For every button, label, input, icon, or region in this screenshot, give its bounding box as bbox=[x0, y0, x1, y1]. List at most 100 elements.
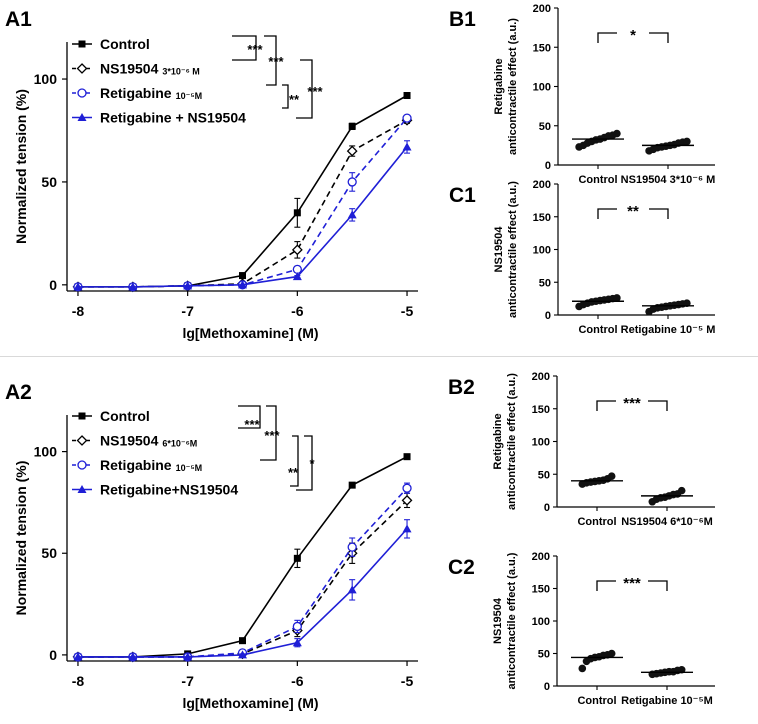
x-tick-label: Retigabine 10⁻⁵M bbox=[621, 695, 713, 707]
chart-c2: C2 0 50 100 150 200 NS19504 anticontractile eff… bbox=[448, 551, 715, 707]
data-point bbox=[128, 282, 138, 291]
group-0 bbox=[572, 294, 624, 311]
significance-label: ** bbox=[288, 465, 299, 480]
significance-label: ** bbox=[289, 92, 300, 107]
y-axis-label-line1: Retigabine bbox=[493, 58, 505, 114]
y-tick-label: 50 bbox=[538, 469, 550, 481]
group-1 bbox=[641, 665, 693, 679]
significance-label: *** bbox=[307, 84, 323, 99]
data-point bbox=[347, 542, 357, 552]
series-line bbox=[77, 119, 408, 288]
legend-marker bbox=[77, 460, 87, 470]
panel-label: B2 bbox=[448, 376, 475, 399]
y-tick-label: 150 bbox=[532, 584, 550, 596]
series-1 bbox=[72, 492, 413, 663]
data-point bbox=[346, 145, 358, 157]
y-tick-label: 200 bbox=[532, 551, 550, 563]
legend-marker bbox=[76, 63, 88, 74]
y-tick-label: 200 bbox=[533, 3, 551, 15]
legend-label: Control bbox=[100, 36, 150, 52]
legend-label: Retigabine bbox=[100, 457, 172, 473]
chart-c1: C1 0 50 100 150 200 NS19504 anticontractile eff… bbox=[449, 179, 715, 336]
series-line bbox=[77, 487, 408, 658]
y-tick-label: 0 bbox=[545, 160, 551, 172]
panel-divider bbox=[0, 356, 758, 357]
series-line bbox=[77, 499, 408, 658]
data-point bbox=[607, 472, 616, 481]
x-tick-label: Retigabine 10⁻⁵ M bbox=[621, 324, 716, 336]
group-1 bbox=[642, 299, 694, 316]
legend-label: NS19504 bbox=[100, 433, 159, 449]
y-tick-label: 50 bbox=[41, 545, 57, 561]
legend-concentration: 10⁻⁵M bbox=[176, 463, 203, 473]
data-point bbox=[402, 142, 412, 151]
x-tick-label: -8 bbox=[72, 303, 85, 319]
y-tick-label: 0 bbox=[544, 681, 550, 693]
chart-b2: B2 0 50 100 150 200 Retigabine anticontractile … bbox=[448, 371, 715, 528]
data-point bbox=[348, 122, 356, 130]
bracket-label-bg bbox=[616, 573, 648, 587]
legend-label: Control bbox=[100, 408, 150, 424]
legend-concentration: 10⁻⁵M bbox=[176, 91, 203, 101]
data-point bbox=[73, 282, 83, 291]
x-tick-label: -5 bbox=[401, 673, 414, 689]
y-axis-label-line1: NS19504 bbox=[493, 226, 505, 273]
significance-label: *** bbox=[268, 54, 284, 69]
legend: Control NS19504 3*10⁻⁶ M Retigabine 10⁻⁵M Ret… bbox=[72, 36, 246, 126]
legend-marker bbox=[77, 88, 87, 98]
series-3 bbox=[73, 519, 412, 661]
y-axis-label-line2: anticontractile effect (a.u.) bbox=[506, 373, 518, 510]
x-tick-label: NS19504 6*10⁻⁶M bbox=[621, 516, 713, 528]
data-point bbox=[183, 652, 193, 661]
x-tick-label: -6 bbox=[291, 303, 304, 319]
y-tick-label: 150 bbox=[533, 212, 551, 224]
y-tick-label: 100 bbox=[34, 71, 58, 87]
bracket-line bbox=[290, 435, 299, 487]
chart-b1: B1 0 50 100 150 200 Retigabine anticontractile … bbox=[449, 3, 715, 186]
x-tick-label: -8 bbox=[72, 673, 85, 689]
data-point bbox=[238, 280, 247, 289]
chart-a1: A1 0 50 100 -8 -7 -6 -5 lg[Methoxamine] (M) Norma… bbox=[5, 8, 418, 341]
series-line bbox=[77, 146, 408, 288]
x-tick-label: NS19504 3*10⁻⁶ M bbox=[621, 174, 716, 186]
data-point bbox=[402, 113, 412, 123]
bracket-line bbox=[296, 435, 313, 491]
data-point bbox=[683, 299, 691, 308]
data-point bbox=[347, 177, 357, 187]
y-tick-label: 0 bbox=[49, 647, 57, 663]
x-tick-label: -6 bbox=[291, 673, 304, 689]
significance-label: * bbox=[630, 27, 636, 44]
y-tick-label: 0 bbox=[544, 502, 550, 514]
x-axis-label: lg[Methoxamine] (M) bbox=[182, 695, 318, 711]
data-point bbox=[292, 272, 302, 281]
x-tick-label: Control bbox=[577, 516, 616, 528]
legend-label: Retigabine + NS19504 bbox=[100, 110, 246, 126]
significance-label: *** bbox=[623, 575, 641, 592]
panel-label: C1 bbox=[449, 184, 476, 207]
group-0 bbox=[571, 649, 623, 673]
bracket-label-bg bbox=[617, 25, 649, 39]
y-axis-label-line2: anticontractile effect (a.u.) bbox=[506, 552, 518, 689]
panel-label: B1 bbox=[449, 8, 476, 31]
bracket-line bbox=[232, 35, 257, 61]
data-point bbox=[291, 244, 303, 256]
data-point bbox=[183, 281, 193, 290]
legend-label: NS19504 bbox=[100, 61, 159, 77]
data-point bbox=[347, 210, 357, 219]
data-point bbox=[578, 664, 587, 673]
group-0 bbox=[571, 472, 623, 488]
x-tick-label: -7 bbox=[181, 673, 194, 689]
data-point bbox=[403, 453, 411, 461]
data-point bbox=[402, 524, 412, 533]
significance-brackets: ********* bbox=[238, 405, 315, 491]
y-tick-label: 200 bbox=[532, 371, 550, 383]
chart-a2: A2 0 50 100 -8 -7 -6 -5 lg[Methoxamine] (M) Norma… bbox=[5, 381, 418, 711]
y-axis-label-line2: anticontractile effect (a.u.) bbox=[507, 18, 519, 155]
y-axis-label-line1: NS19504 bbox=[492, 597, 504, 644]
significance-brackets: *********** bbox=[232, 35, 324, 119]
y-tick-label: 100 bbox=[532, 616, 550, 628]
x-tick-label: Control bbox=[578, 174, 617, 186]
series-2 bbox=[73, 113, 412, 292]
x-tick-label: -5 bbox=[401, 303, 414, 319]
data-point bbox=[348, 481, 356, 489]
